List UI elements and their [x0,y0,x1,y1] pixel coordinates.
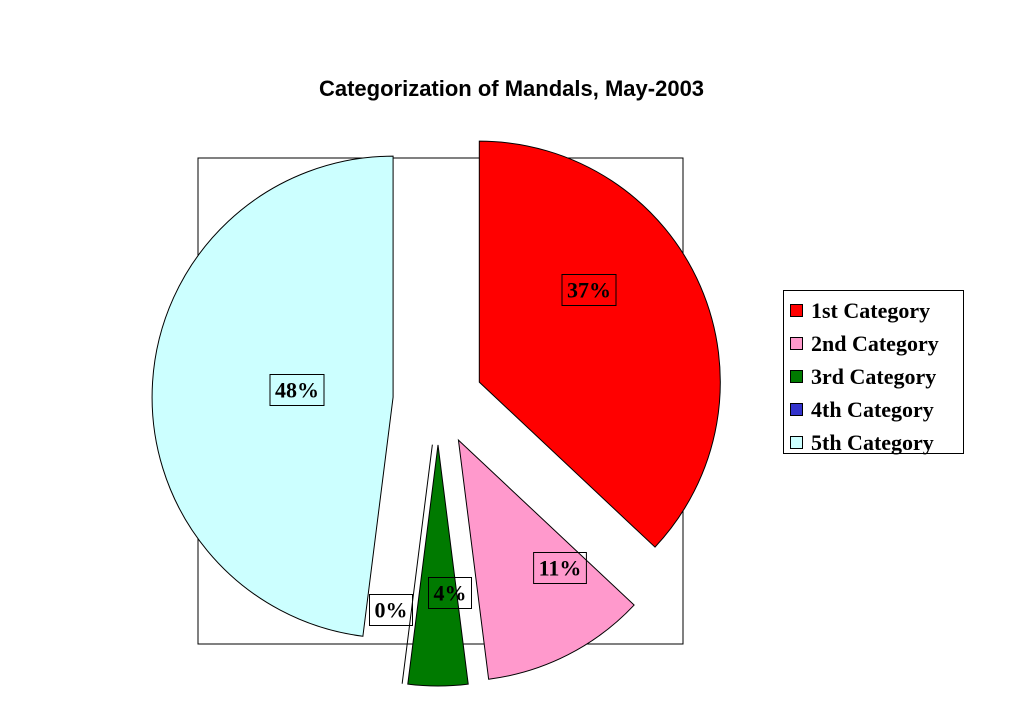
pie-slice-3rd-category [407,444,469,687]
legend-label: 1st Category [811,297,931,323]
data-label-1st-category: 37% [561,274,617,306]
data-label-box [428,577,472,609]
data-label-box [369,594,413,626]
data-label-box [269,374,325,406]
legend-label: 4th Category [811,396,934,422]
legend-swatch [790,436,803,449]
pie-data-labels: 37% 11% 4% 0% 48% [269,274,617,626]
legend-swatch [790,403,803,416]
data-label-3rd-category: 4% [428,577,472,609]
legend-label: 2nd Category [811,330,939,356]
pie-slices [151,140,721,687]
legend-label: 5th Category [811,429,934,455]
legend-item-3rd-category: 3rd Category [784,360,963,393]
data-label-5th-category: 48% [269,374,325,406]
data-label-text: 0% [375,598,408,623]
data-label-text: 37% [567,278,611,303]
data-label-4th-category: 0% [369,594,413,626]
data-label-text: 11% [539,556,582,581]
legend: 1st Category 2nd Category 3rd Category 4th … [783,290,964,455]
legend-item-2nd-category: 2nd Category [784,327,963,360]
legend-item-4th-category: 4th Category [784,393,963,426]
legend-item-5th-category: 5th Category [784,426,963,459]
legend-label: 3rd Category [811,363,937,389]
data-label-2nd-category: 11% [533,552,587,584]
data-label-box [533,552,587,584]
data-label-text: 4% [434,581,467,606]
legend-swatch [790,304,803,317]
pie-slice-5th-category [151,155,394,637]
chart-title: Categorization of Mandals, May-2003 [318,76,705,101]
legend-item-1st-category: 1st Category [784,294,963,327]
pie-slice-2nd-category [457,438,635,680]
pie-slice-1st-category [478,140,721,548]
legend-swatch [790,337,803,350]
legend-swatch [790,370,803,383]
data-label-box [561,274,617,306]
data-label-text: 48% [275,378,319,403]
